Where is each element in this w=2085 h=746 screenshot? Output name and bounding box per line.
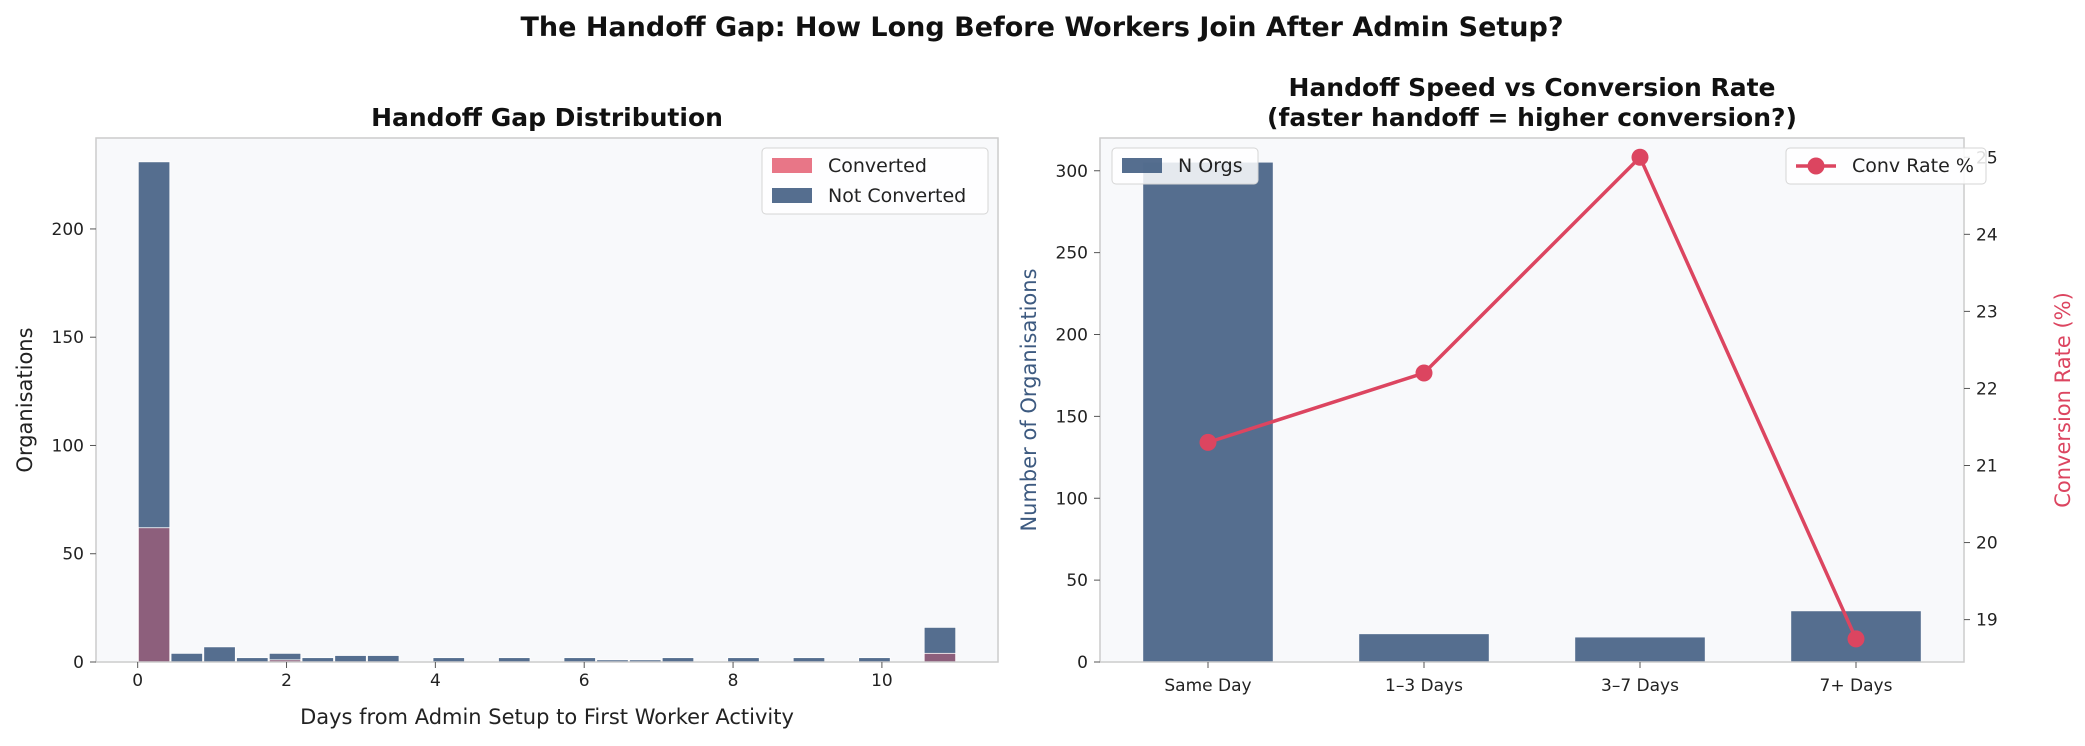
bar-not-converted [203,646,236,663]
chart-title: Handoff Gap Distribution [371,103,723,132]
y-tick-label: 250 [1056,244,1088,264]
x-tick-label: 0 [132,671,143,691]
plot-area [96,138,998,662]
bar-line-chart: Handoff Speed vs Conversion Rate(faster … [1017,73,2075,696]
y-tick-label: 50 [1066,571,1088,591]
x-tick-label: 1–3 Days [1385,676,1463,696]
bar-not-converted [137,161,171,663]
x-tick-label: 2 [281,671,292,691]
legend-box-bars [1111,147,1259,185]
conv-rate-point [1631,148,1649,166]
conv-rate-point [1847,630,1865,648]
x-tick-label: 3–7 Days [1601,676,1679,696]
legend-label-conv-rate: Conv Rate % [1852,155,1974,177]
legend-box-line [1785,147,1987,185]
chart-title-line-1: Handoff Speed vs Conversion Rate [1289,73,1776,102]
bar-n-orgs [1143,162,1273,662]
y2-tick-label: 21 [1976,457,1998,477]
plot-frame [1099,137,1965,663]
y2-axis-label: Conversion Rate (%) [2051,292,2075,508]
legend-label-converted: Converted [828,155,927,177]
legend-label-not-converted: Not Converted [828,185,966,207]
y-tick-label: 200 [52,220,84,240]
legend-swatch-converted [772,158,812,173]
y-axis-label: Organisations [13,327,37,472]
y-tick-label: 200 [1056,326,1088,346]
legend-marker-conv-rate [1807,157,1825,175]
y-tick-label: 0 [73,653,84,673]
x-tick-label: 10 [871,671,893,691]
suptitle: The Handoff Gap: How Long Before Workers… [520,12,1563,43]
legend-box [761,147,989,215]
x-tick-label: 8 [728,671,739,691]
bar-converted [137,527,171,663]
y-tick-label: 150 [52,328,84,348]
plot-frame [95,137,999,663]
bar-not-converted [334,655,367,663]
y-tick-label: 50 [62,545,84,565]
legend-swatch-n-orgs [1122,158,1162,173]
y-tick-label: 100 [52,436,84,456]
y2-tick-label: 22 [1976,379,1998,399]
x-axis-label: Days from Admin Setup to First Worker Ac… [300,705,794,729]
y2-tick-label: 23 [1976,302,1998,322]
conv-rate-point [1199,433,1217,451]
y2-tick-label: 24 [1976,225,1998,245]
x-tick-label: 7+ Days [1820,676,1893,696]
y2-tick-label: 20 [1976,534,1998,554]
bar-n-orgs [1359,634,1489,662]
x-tick-label: 6 [579,671,590,691]
y-tick-label: 0 [1077,653,1088,673]
bar-not-converted [367,655,400,663]
y2-tick-label: 19 [1976,611,1998,631]
y-tick-label: 100 [1056,489,1088,509]
bar-converted [923,652,957,663]
bar-not-converted [923,626,957,663]
conv-rate-point [1415,364,1433,382]
x-tick-label: 4 [430,671,441,691]
y-axis-label: Number of Organisations [1017,268,1041,531]
x-tick-label: Same Day [1164,676,1251,696]
bar-not-converted [170,652,203,663]
y-tick-label: 300 [1056,162,1088,182]
chart-title-line-2: (faster handoff = higher conversion?) [1267,103,1797,132]
conv-rate-line [1207,155,1858,640]
legend-swatch-not-converted [772,188,812,203]
y-tick-label: 150 [1056,407,1088,427]
legend-label-n-orgs: N Orgs [1178,155,1243,177]
bar-n-orgs [1575,637,1705,662]
